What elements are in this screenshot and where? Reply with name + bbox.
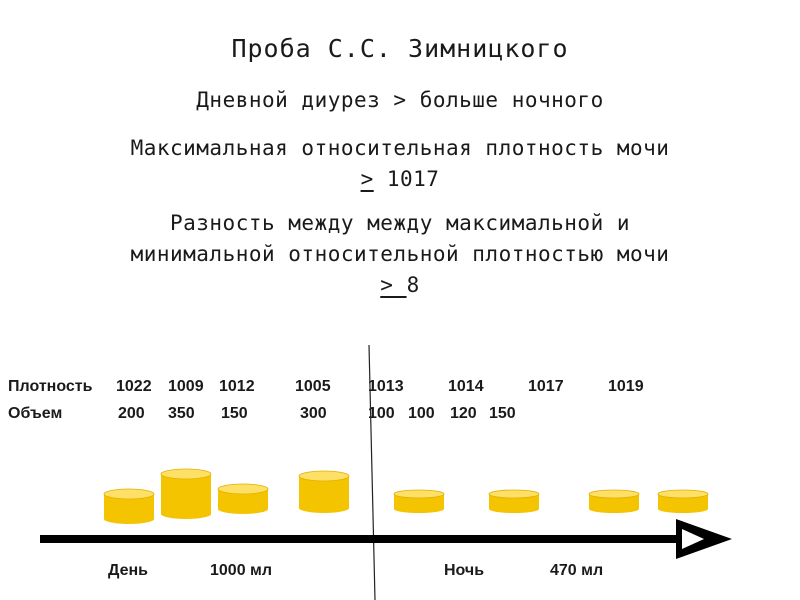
ge-symbol: > (380, 273, 407, 297)
density-row-label: Плотность (8, 378, 93, 395)
volume-value: 200 (118, 405, 145, 422)
density-value: 1012 (219, 378, 255, 395)
slide-title: Проба С.С. Зимницкого (231, 34, 569, 63)
density-value: 1013 (368, 378, 404, 395)
timeline-arrow (40, 519, 732, 559)
day-night-divider (368, 344, 376, 600)
rule-difference-value-row: > 8 (0, 270, 800, 301)
density-value: 1019 (608, 378, 644, 395)
urine-portion-cylinder (103, 488, 155, 524)
density-value: 1022 (116, 378, 152, 395)
rule-density-difference: Разность между между максимальной и мини… (0, 208, 800, 301)
urine-portion-cylinder (588, 489, 640, 513)
rule-max-density-text: Максимальная относительная плотность моч… (130, 136, 670, 160)
density-value: 1005 (295, 378, 331, 395)
rule-day-night: Дневной диурез > больше ночного (196, 88, 604, 112)
volume-value: 100 (368, 405, 395, 422)
rule-difference-text-1: Разность между между максимальной и (169, 211, 630, 235)
difference-value: 8 (406, 273, 420, 297)
urine-portion-cylinder (488, 489, 540, 513)
day-total-volume: 1000 мл (210, 562, 273, 579)
urine-portion-cylinder (657, 489, 709, 513)
ge-symbol: > (360, 167, 374, 191)
urine-portion-cylinder (217, 483, 269, 514)
urine-portion-cylinder (160, 468, 212, 519)
night-label: Ночь (444, 562, 485, 579)
volume-value: 300 (300, 405, 327, 422)
rule-max-density-value-row: > 1017 (0, 164, 800, 195)
rule-difference-text-2: минимальной относительной плотностью моч… (130, 242, 670, 266)
volume-value: 150 (489, 405, 516, 422)
volume-value: 120 (450, 405, 477, 422)
volume-value: 350 (168, 405, 195, 422)
night-total-volume: 470 мл (550, 562, 604, 579)
urine-portion-cylinder (298, 470, 350, 513)
rule-max-density: Максимальная относительная плотность моч… (0, 133, 800, 195)
volume-row-label: Объем (8, 405, 63, 422)
density-value: 1009 (168, 378, 204, 395)
volume-value: 100 (408, 405, 435, 422)
max-density-value: 1017 (373, 167, 440, 191)
density-value: 1014 (448, 378, 484, 395)
urine-portion-cylinder (393, 489, 445, 513)
day-label: День (108, 562, 148, 579)
density-value: 1017 (528, 378, 564, 395)
volume-value: 150 (221, 405, 248, 422)
